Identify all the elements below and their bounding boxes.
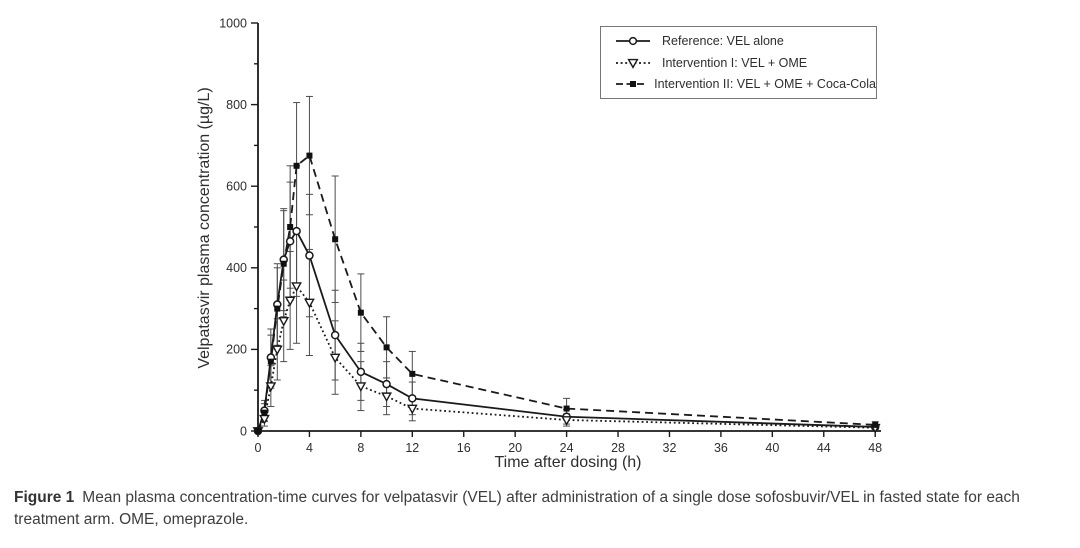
svg-text:48: 48 (868, 441, 882, 455)
svg-text:28: 28 (611, 441, 625, 455)
svg-text:4: 4 (306, 441, 313, 455)
series-line-2 (257, 154, 876, 432)
legend-label-intervention-2: Intervention II: VEL + OME + Coca-Cola (654, 76, 876, 91)
error-bars-series-2 (260, 95, 879, 429)
figure-caption-text: Mean plasma concentration-time curves fo… (14, 489, 1020, 529)
svg-text:20: 20 (508, 441, 522, 455)
svg-text:400: 400 (226, 261, 247, 275)
svg-text:32: 32 (663, 441, 677, 455)
legend-label-reference: Reference: VEL alone (662, 34, 784, 49)
svg-text:1000: 1000 (219, 16, 247, 30)
figure-caption: Figure 1 Mean plasma concentration-time c… (14, 487, 1072, 532)
y-axis-title: Velpatasvir plasma concentration (µg/L) (196, 87, 213, 369)
svg-text:12: 12 (405, 441, 419, 455)
legend-marker-open-triangle-dotted-line-icon (616, 58, 650, 69)
svg-text:40: 40 (765, 441, 779, 455)
legend-marker-open-circle-solid-line-icon (616, 37, 650, 46)
series-markers-2 (255, 152, 879, 434)
legend-label-intervention-1: Intervention I: VEL + OME (662, 55, 808, 70)
error-bars-series-0 (260, 165, 879, 430)
legend: Reference: VEL alone Intervention I: VEL… (600, 26, 877, 99)
error-bars-series-1 (260, 228, 879, 430)
svg-text:200: 200 (226, 343, 247, 357)
legend-item-intervention-2: Intervention II: VEL + OME + Coca-Cola (614, 77, 876, 91)
svg-text:8: 8 (357, 441, 364, 455)
legend-item-intervention-1: Intervention I: VEL + OME (614, 56, 876, 70)
x-axis-title: Time after dosing (h) (494, 454, 642, 471)
legend-item-reference: Reference: VEL alone (614, 34, 876, 48)
svg-text:36: 36 (714, 441, 728, 455)
svg-text:600: 600 (226, 180, 247, 194)
svg-text:16: 16 (457, 441, 471, 455)
legend-marker-filled-square-dashed-line-icon (616, 80, 645, 87)
x-axis-ticks: 0 4 8 12 16 20 24 28 32 36 40 44 48 (255, 431, 882, 455)
svg-text:24: 24 (560, 441, 574, 455)
svg-text:0: 0 (240, 424, 247, 438)
svg-text:800: 800 (226, 98, 247, 112)
y-axis-ticks: 0 200 400 600 800 1000 (219, 16, 258, 438)
figure-caption-label: Figure 1 (14, 489, 75, 506)
svg-text:44: 44 (817, 441, 831, 455)
svg-text:0: 0 (255, 441, 262, 455)
